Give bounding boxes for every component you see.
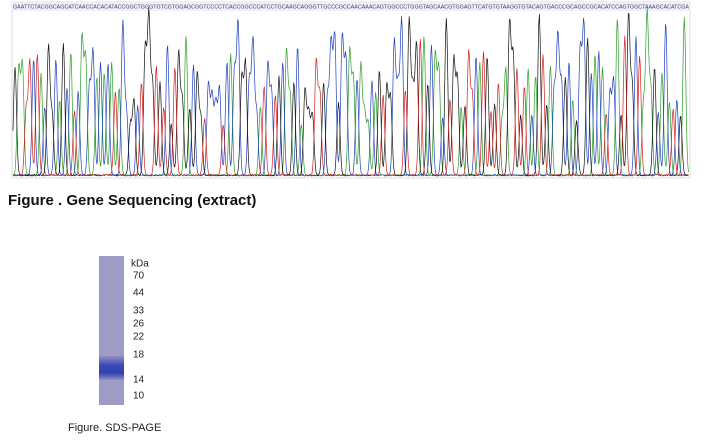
figure-caption: Figure . Gene Sequencing (extract) — [8, 192, 256, 209]
trace — [12, 35, 689, 177]
chromatogram — [12, 7, 689, 177]
marker-label: 70 — [133, 271, 145, 282]
marker-label: 18 — [133, 350, 145, 361]
marker-label: 14 — [133, 375, 145, 386]
marker-label: 26 — [133, 319, 145, 330]
figure-caption: Figure. SDS-PAGE — [68, 422, 161, 434]
gel-band — [99, 356, 124, 380]
sequence-strip — [12, 2, 690, 11]
gel-unit: kDa — [131, 259, 149, 270]
trace — [12, 15, 689, 177]
marker-label: 10 — [133, 391, 145, 402]
marker-label: 44 — [133, 288, 145, 299]
marker-label: 22 — [133, 332, 145, 343]
marker-label: 33 — [133, 306, 145, 317]
sequence-text: GAATTCTACGGCAGCATCAACCACACATACCGGCTGGGTG… — [13, 4, 689, 10]
gel-markers: 70 44 33 26 22 18 14 10 — [133, 271, 145, 402]
gel-lane — [99, 256, 124, 405]
